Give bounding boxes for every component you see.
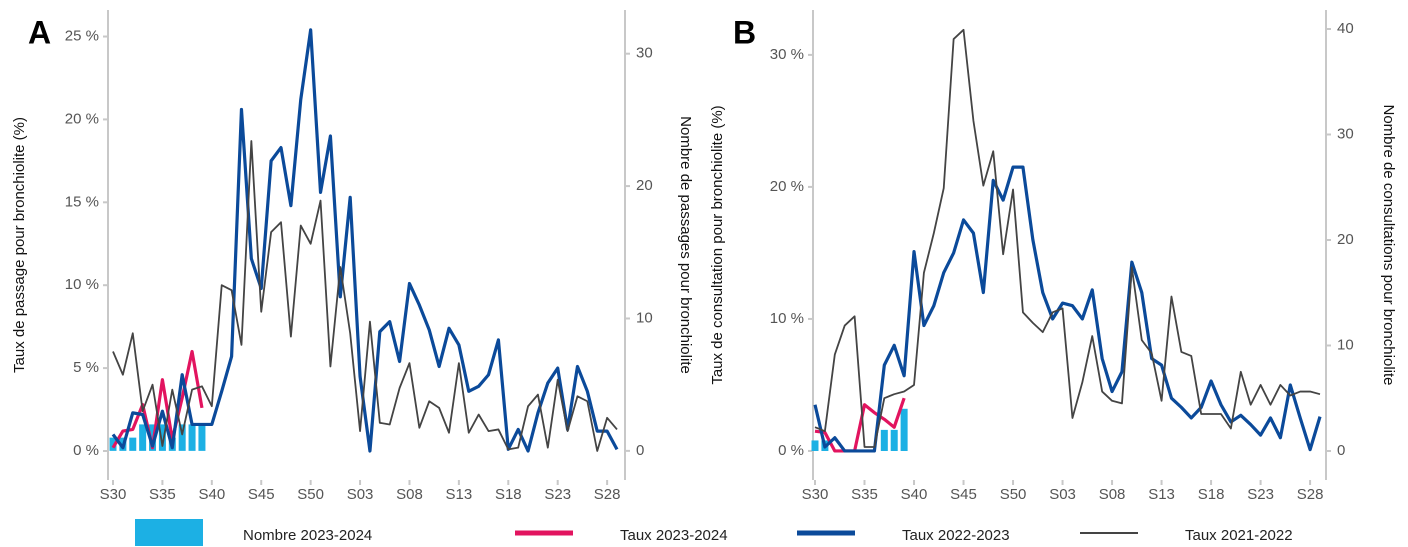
bar — [139, 424, 147, 451]
x-tick-label: S23 — [544, 486, 571, 503]
panel-label: A — [28, 14, 51, 50]
bar — [178, 424, 186, 451]
x-tick-label: S18 — [495, 486, 522, 503]
x-tick-label: S45 — [950, 486, 977, 503]
y2-axis-label: Nombre de passages pour bronchiolite — [677, 116, 694, 374]
x-tick-label: S45 — [248, 486, 275, 503]
legend-swatch — [135, 519, 203, 546]
bar — [198, 424, 206, 451]
panel-label: B — [733, 14, 756, 50]
x-tick-label: S40 — [901, 486, 928, 503]
y2-tick-label: 20 — [636, 177, 653, 194]
x-tick-label: S35 — [149, 486, 176, 503]
y-axis-label: Taux de consultation pour bronchiolite (… — [709, 105, 726, 384]
x-tick-label: S13 — [1148, 486, 1175, 503]
bar — [900, 408, 908, 451]
x-tick-label: S28 — [1297, 486, 1324, 503]
y-tick-label: 25 % — [65, 27, 99, 44]
x-tick-label: S23 — [1247, 486, 1274, 503]
bar — [129, 437, 137, 451]
bar — [811, 440, 819, 451]
y-tick-label: 20 % — [65, 110, 99, 127]
bar — [880, 429, 888, 451]
x-tick-label: S50 — [1000, 486, 1027, 503]
bar — [188, 424, 196, 451]
x-tick-label: S08 — [1099, 486, 1126, 503]
x-tick-label: S40 — [198, 486, 225, 503]
line — [813, 165, 1322, 453]
line — [112, 140, 618, 452]
legend-label: Taux 2022-2023 — [902, 527, 1010, 544]
y2-tick-label: 30 — [1337, 125, 1354, 142]
x-tick-label: S30 — [802, 486, 829, 503]
y-tick-label: 10 % — [770, 310, 804, 327]
x-tick-label: S28 — [594, 486, 621, 503]
y2-tick-label: 20 — [1337, 231, 1354, 248]
y-tick-label: 5 % — [73, 359, 99, 376]
bar — [890, 429, 898, 451]
y-tick-label: 0 % — [778, 442, 804, 459]
x-tick-label: S18 — [1198, 486, 1225, 503]
x-tick-label: S13 — [446, 486, 473, 503]
y2-tick-label: 0 — [636, 442, 644, 459]
bar — [109, 437, 117, 451]
y2-tick-label: 10 — [1337, 336, 1354, 353]
line — [111, 28, 619, 453]
y2-axis-label: Nombre de consultations pour bronchiolit… — [1380, 105, 1397, 386]
y-tick-label: 30 % — [770, 46, 804, 63]
legend-label: Taux 2023-2024 — [620, 527, 728, 544]
y2-tick-label: 30 — [636, 45, 653, 62]
y2-tick-label: 10 — [636, 309, 653, 326]
x-tick-label: S50 — [297, 486, 324, 503]
x-tick-label: S03 — [347, 486, 374, 503]
y-axis-label: Taux de passage pour bronchiolite (%) — [11, 117, 28, 373]
x-tick-label: S35 — [851, 486, 878, 503]
legend-label: Taux 2021-2022 — [1185, 527, 1293, 544]
x-tick-label: S03 — [1049, 486, 1076, 503]
bar — [158, 424, 166, 451]
y-tick-label: 0 % — [73, 442, 99, 459]
y-tick-label: 15 % — [65, 193, 99, 210]
y-tick-label: 10 % — [65, 276, 99, 293]
line — [814, 28, 1321, 448]
x-tick-label: S30 — [100, 486, 127, 503]
y-tick-label: 20 % — [770, 178, 804, 195]
legend-label: Nombre 2023-2024 — [243, 527, 372, 544]
y2-tick-label: 0 — [1337, 442, 1345, 459]
y2-tick-label: 40 — [1337, 20, 1354, 37]
x-tick-label: S08 — [396, 486, 423, 503]
